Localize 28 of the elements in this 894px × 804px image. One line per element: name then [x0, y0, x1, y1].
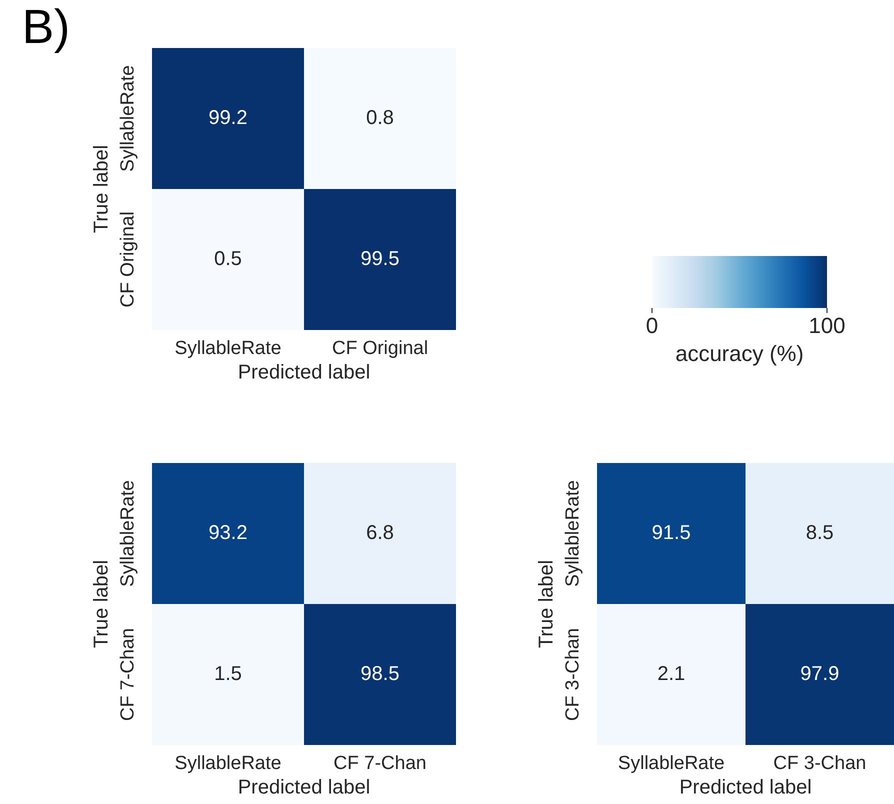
x-axis-title: Predicted label [238, 776, 370, 799]
data-label: 97.9 [800, 663, 840, 686]
y-tick-label: SyllableRate [118, 480, 139, 587]
x-tick-label: CF 3-Chan [773, 753, 866, 774]
data-label: 99.5 [360, 248, 400, 270]
data-label: 2.1 [657, 663, 686, 686]
y-axis-title: True label [536, 560, 558, 648]
color-bar-label: 100 [808, 313, 846, 338]
data-label: 98.5 [360, 663, 400, 686]
data-label: 99.2 [208, 107, 248, 130]
x-axis-title: Predicted label [679, 776, 812, 799]
y-axis-title: True label [90, 144, 113, 234]
data-label: 6.8 [366, 522, 394, 544]
color-bar-label: 0 [646, 313, 658, 338]
x-axis-title: Predicted label [238, 362, 370, 384]
data-label: 0.5 [214, 248, 242, 270]
data-label: 0.8 [366, 107, 394, 130]
data-label: 93.2 [208, 522, 248, 544]
y-tick-label: SyllableRate [118, 65, 139, 172]
x-tick-label: CF 7-Chan [334, 753, 426, 774]
y-axis-title: True label [90, 560, 113, 648]
data-label: 1.5 [214, 663, 242, 686]
color-bar-title: accuracy (%) [675, 341, 804, 366]
data-label: 8.5 [806, 522, 834, 544]
text: B) [22, 1, 70, 54]
data-label: 91.5 [652, 522, 691, 544]
x-tick-label: SyllableRate [618, 753, 725, 774]
x-tick-label: SyllableRate [174, 753, 282, 774]
